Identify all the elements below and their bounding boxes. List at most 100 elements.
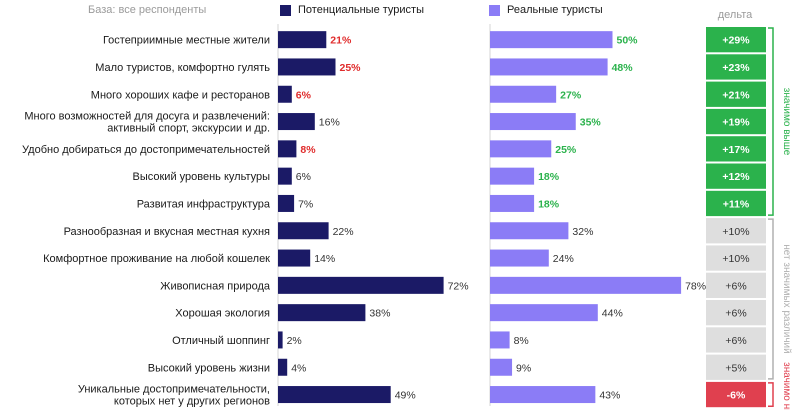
value-label-potential: 49%: [395, 390, 416, 402]
delta-value: +23%: [722, 62, 750, 74]
value-label-real: 50%: [617, 35, 639, 47]
delta-value: +10%: [722, 226, 749, 238]
category-label: Высокий уровень жизни: [148, 362, 270, 374]
category-label: Комфортное проживание на любой кошелек: [43, 253, 270, 265]
significant-group-bracket: [768, 27, 774, 216]
bar-potential: [278, 276, 444, 294]
delta-value: +6%: [725, 335, 746, 347]
category-label: Гостеприимные местные жители: [103, 35, 270, 47]
category-label: активный спорт, экскурсии и др.: [107, 123, 270, 135]
bar-potential: [278, 358, 288, 376]
value-label-real: 8%: [514, 335, 529, 347]
category-label: Живописная природа: [160, 280, 271, 292]
value-label-potential: 2%: [287, 335, 302, 347]
value-label-real: 35%: [580, 117, 602, 129]
delta-value: +6%: [725, 308, 746, 320]
delta-cell: [706, 54, 766, 80]
value-label-potential: 21%: [330, 35, 352, 47]
category-label: Разнообразная и вкусная местная кухня: [64, 226, 270, 238]
category-label: Высокий уровень культуры: [133, 171, 271, 183]
legend-item-potential: Потенциальные туристы: [280, 4, 424, 16]
delta-header: дельта: [717, 9, 753, 21]
delta-cell: [706, 163, 766, 189]
bar-potential: [278, 85, 292, 103]
bar-real: [490, 331, 510, 349]
significant-lower-group-bracket: [768, 382, 774, 407]
delta-cell: [706, 354, 766, 380]
value-label-potential: 6%: [296, 89, 312, 101]
value-label-real: 25%: [555, 144, 577, 156]
value-label-real: 43%: [599, 390, 620, 402]
value-label-real: 27%: [560, 89, 582, 101]
category-label: Много возможностей для досуга и развлече…: [24, 111, 270, 123]
delta-cell: [706, 108, 766, 135]
bar-real: [490, 167, 535, 185]
value-label-real: 32%: [572, 226, 593, 238]
delta-value: +5%: [725, 362, 746, 374]
bar-real: [490, 304, 598, 322]
significant-group-label: значимо выше: [781, 88, 792, 156]
bar-potential: [278, 58, 336, 76]
bar-potential: [278, 113, 315, 131]
value-label-real: 9%: [516, 362, 531, 374]
value-label-potential: 25%: [340, 62, 362, 74]
delta-value: -6%: [727, 390, 746, 402]
category-label: Удобно добираться до достопримечательнос…: [22, 144, 270, 156]
bar-potential: [278, 167, 292, 185]
legend-item-real: Реальные туристы: [489, 4, 603, 16]
value-label-potential: 22%: [333, 226, 354, 238]
bar-potential: [278, 304, 366, 322]
bar-real: [490, 358, 513, 376]
delta-value: +12%: [722, 171, 750, 183]
delta-cell: [706, 300, 766, 326]
delta-cell: [706, 136, 766, 162]
bar-real: [490, 249, 549, 267]
bar-potential: [278, 222, 329, 240]
category-label: Отличный шоппинг: [172, 335, 270, 347]
value-label-potential: 38%: [369, 308, 390, 320]
value-label-real: 48%: [612, 62, 634, 74]
value-label-potential: 4%: [291, 362, 306, 374]
delta-value: +10%: [722, 253, 749, 265]
delta-cell: [706, 218, 766, 244]
value-label-potential: 6%: [296, 171, 311, 183]
bar-potential: [278, 140, 297, 158]
category-label: Уникальные достопримечательности,: [78, 384, 270, 396]
delta-value: +11%: [723, 198, 750, 210]
legend-swatch-real: [489, 4, 500, 16]
bar-real: [490, 386, 596, 404]
value-label-potential: 8%: [300, 144, 316, 156]
value-label-real: 24%: [553, 253, 574, 265]
bar-real: [490, 276, 682, 294]
bar-potential: [278, 194, 295, 212]
bar-real: [490, 85, 557, 103]
delta-cell: [706, 245, 766, 271]
category-label: которых нет у других регионов: [114, 396, 270, 408]
bar-potential: [278, 331, 283, 349]
bar-real: [490, 113, 576, 131]
delta-cell: [706, 81, 766, 107]
delta-cell: [706, 381, 766, 408]
value-label-real: 18%: [538, 198, 560, 210]
value-label-potential: 14%: [314, 253, 335, 265]
value-label-potential: 7%: [298, 198, 313, 210]
value-label-potential: 72%: [448, 280, 469, 292]
delta-cell: [706, 27, 766, 53]
bar-potential: [278, 249, 311, 267]
bar-potential: [278, 386, 391, 404]
legend-swatch-potential: [280, 4, 291, 16]
delta-value: +21%: [722, 89, 750, 101]
delta-value: +19%: [722, 117, 750, 129]
delta-value: +6%: [725, 280, 746, 292]
bar-real: [490, 222, 569, 240]
legend-label-potential: Потенциальные туристы: [298, 4, 425, 16]
delta-cell: [706, 190, 766, 217]
delta-value: +17%: [722, 144, 750, 156]
bar-potential: [278, 31, 327, 49]
value-label-real: 78%: [685, 280, 706, 292]
category-label: Хорошая экология: [175, 308, 270, 320]
delta-cell: [706, 327, 766, 353]
not-significant-group-label: нет значимых различий: [781, 244, 792, 353]
value-label-real: 44%: [602, 308, 623, 320]
